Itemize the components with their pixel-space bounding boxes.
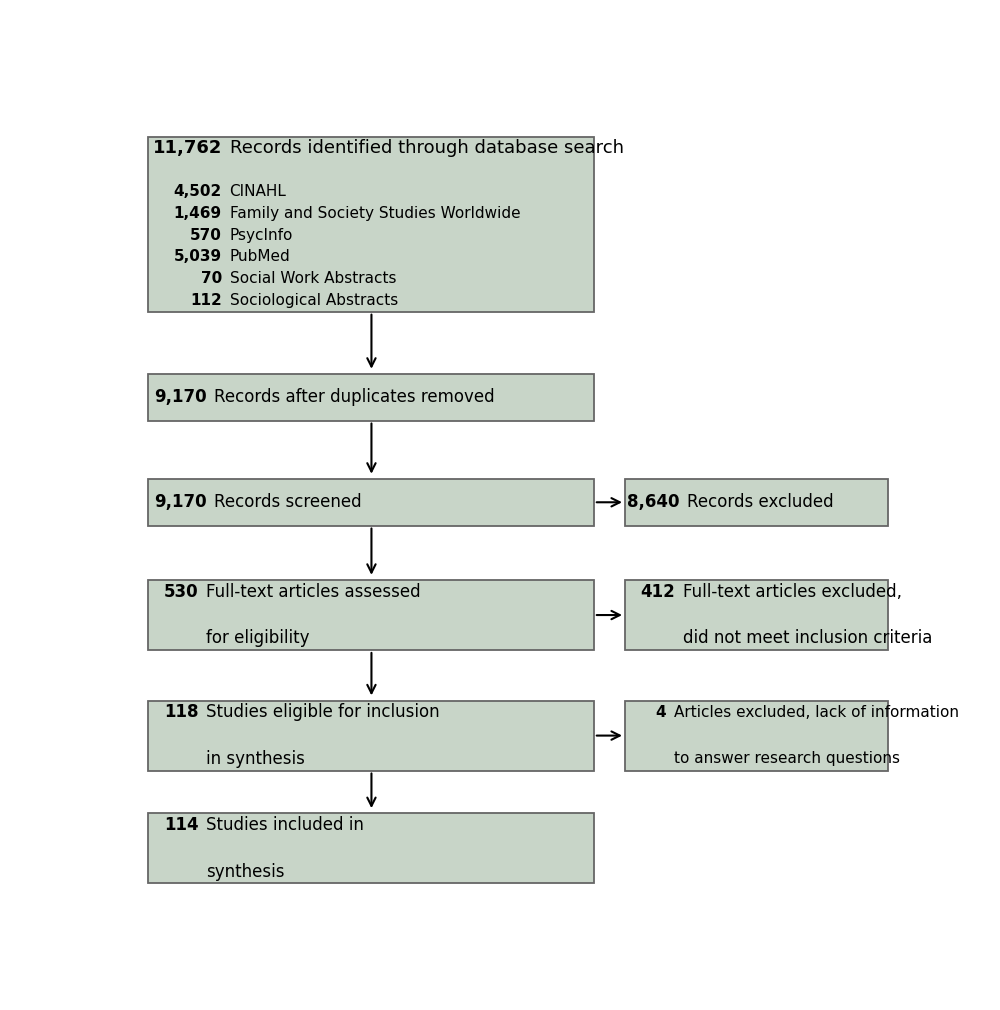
Text: 1,469: 1,469 xyxy=(174,206,222,221)
Text: 8,640: 8,640 xyxy=(627,493,679,511)
Text: Social Work Abstracts: Social Work Abstracts xyxy=(230,271,396,286)
FancyBboxPatch shape xyxy=(148,479,594,525)
Text: Records screened: Records screened xyxy=(214,493,362,511)
Text: 9,170: 9,170 xyxy=(154,493,206,511)
Text: 70: 70 xyxy=(201,271,222,286)
Text: 530: 530 xyxy=(164,583,199,601)
Text: synthesis: synthesis xyxy=(206,863,285,881)
Text: Records identified through database search: Records identified through database sear… xyxy=(230,139,624,158)
FancyBboxPatch shape xyxy=(148,580,594,650)
Text: for eligibility: for eligibility xyxy=(206,629,310,647)
Text: CINAHL: CINAHL xyxy=(230,184,287,199)
Text: Studies included in: Studies included in xyxy=(206,816,364,834)
Text: 118: 118 xyxy=(164,703,199,721)
Text: Sociological Abstracts: Sociological Abstracts xyxy=(230,293,398,308)
FancyBboxPatch shape xyxy=(625,479,888,525)
Text: 9,170: 9,170 xyxy=(154,388,206,406)
Text: Family and Society Studies Worldwide: Family and Society Studies Worldwide xyxy=(230,206,520,221)
Text: PsycInfo: PsycInfo xyxy=(230,227,293,242)
FancyBboxPatch shape xyxy=(148,701,594,771)
Text: 4,502: 4,502 xyxy=(174,184,222,199)
Text: 4: 4 xyxy=(655,705,666,720)
FancyBboxPatch shape xyxy=(148,136,594,312)
Text: Records excluded: Records excluded xyxy=(687,493,834,511)
Text: in synthesis: in synthesis xyxy=(206,749,305,768)
Text: 11,762: 11,762 xyxy=(152,139,222,158)
Text: 5,039: 5,039 xyxy=(174,249,222,265)
Text: Articles excluded, lack of information: Articles excluded, lack of information xyxy=(674,705,959,720)
FancyBboxPatch shape xyxy=(625,701,888,771)
FancyBboxPatch shape xyxy=(148,374,594,420)
Text: did not meet inclusion criteria: did not meet inclusion criteria xyxy=(683,629,932,647)
Text: 112: 112 xyxy=(190,293,222,308)
Text: Full-text articles assessed: Full-text articles assessed xyxy=(206,583,421,601)
Text: Studies eligible for inclusion: Studies eligible for inclusion xyxy=(206,703,440,721)
Text: 114: 114 xyxy=(164,816,199,834)
Text: 570: 570 xyxy=(190,227,222,242)
Text: Full-text articles excluded,: Full-text articles excluded, xyxy=(683,583,902,601)
FancyBboxPatch shape xyxy=(148,813,594,884)
Text: PubMed: PubMed xyxy=(230,249,290,265)
FancyBboxPatch shape xyxy=(625,580,888,650)
Text: 412: 412 xyxy=(640,583,675,601)
Text: to answer research questions: to answer research questions xyxy=(674,751,900,767)
Text: Records after duplicates removed: Records after duplicates removed xyxy=(214,388,495,406)
